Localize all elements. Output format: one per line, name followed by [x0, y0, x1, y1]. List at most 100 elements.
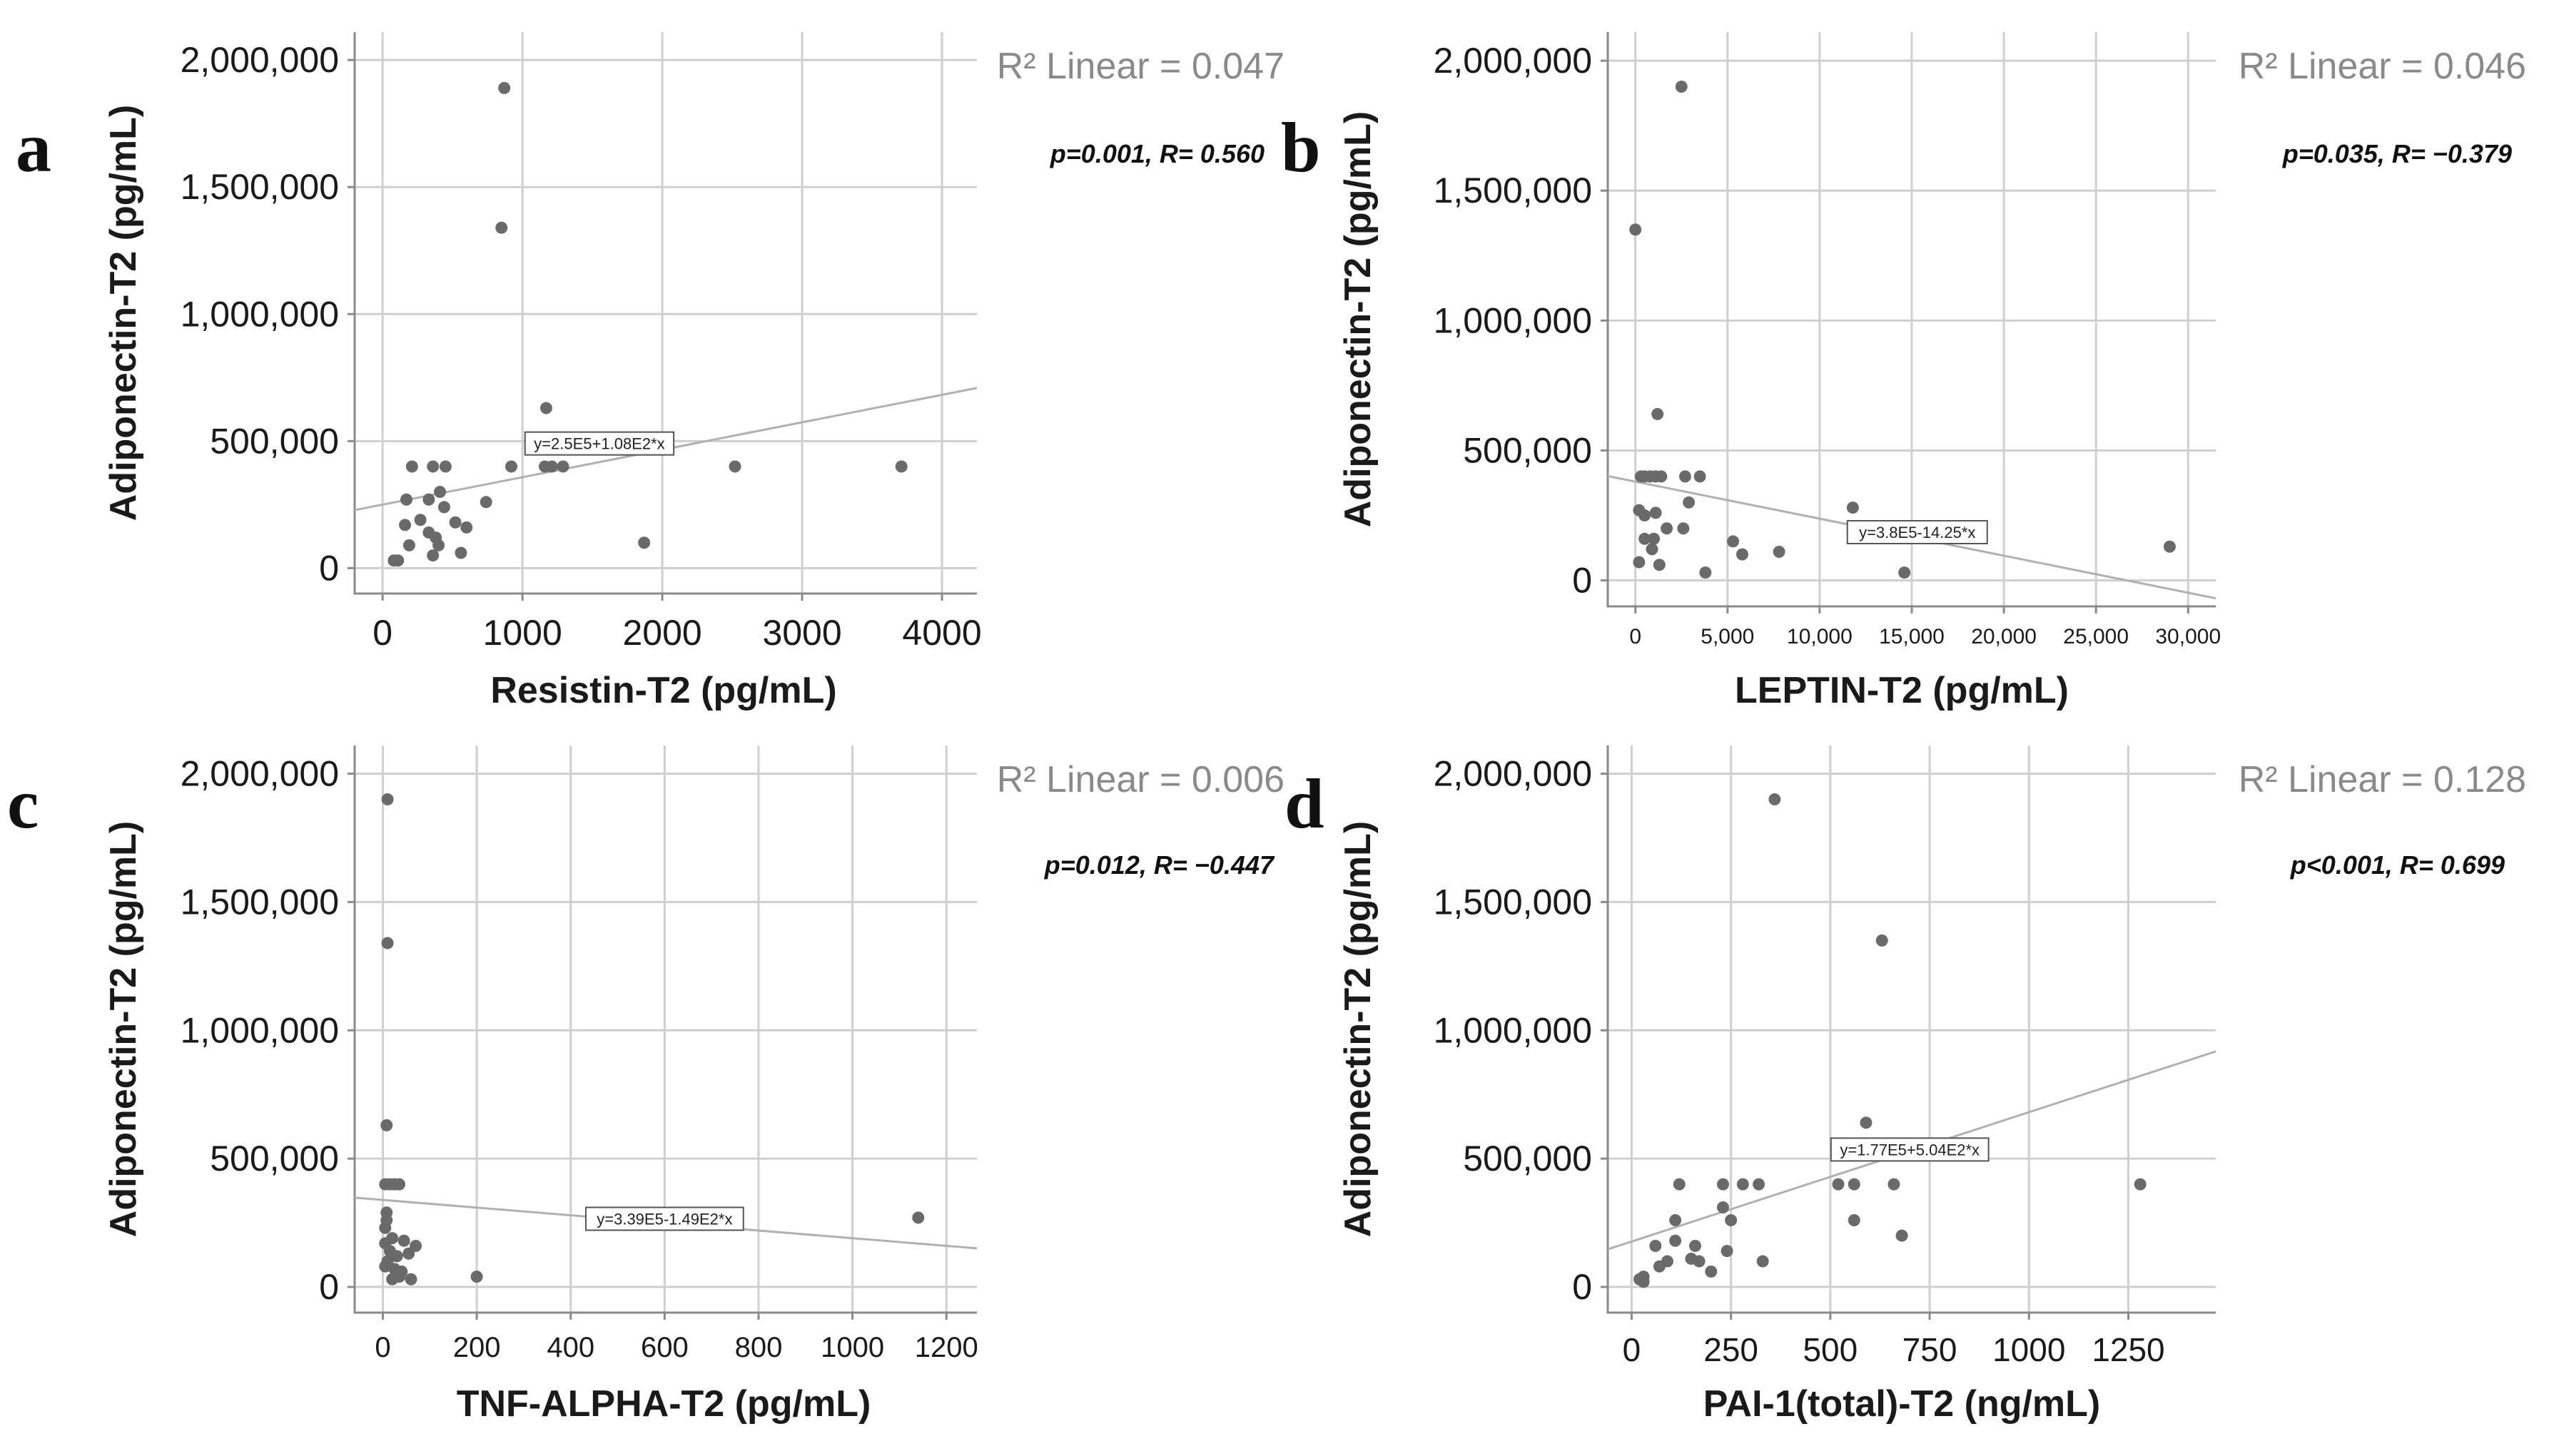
y-tick-label: 2,000,000	[1434, 41, 1592, 81]
data-point	[422, 493, 435, 506]
fit-equation-box	[584, 1206, 744, 1231]
data-point	[1848, 1213, 1860, 1226]
y-tick-label: 0	[1572, 1267, 1592, 1307]
x-tick-label: 1000	[483, 613, 562, 653]
panel-b: 0 5,000 10,000 15,000 20,000 25,000 30,000 0 500…	[1281, 32, 2526, 711]
x-tick-label: 0	[1623, 1331, 1641, 1368]
panel-d: 0 250 500 750 1000 1250 0 500,000 1,000,000 1,500…	[1284, 745, 2526, 1425]
data-point	[1895, 1229, 1908, 1242]
data-point	[495, 221, 508, 234]
axis-frame	[1606, 745, 2216, 1314]
data-point	[1677, 522, 1690, 535]
data-point	[449, 516, 462, 529]
panel-c: 0 200 400 600 800 1000 1200 0 500,000 1,000,000 1,…	[7, 745, 1284, 1425]
x-tick-label: 0	[1629, 625, 1641, 648]
y-tick-label: 1,500,000	[1434, 170, 1592, 210]
x-tick-label: 2000	[622, 613, 701, 653]
y-tick-label: 1,500,000	[181, 167, 339, 207]
y-tick-label: 0	[319, 548, 339, 588]
y-tick-label: 500,000	[1463, 1139, 1592, 1178]
x-tick-label: 0	[373, 613, 392, 653]
data-point	[1655, 470, 1668, 483]
data-point	[1638, 532, 1651, 545]
data-point	[432, 539, 445, 551]
data-point	[1887, 1178, 1900, 1191]
fit-equation-box	[524, 431, 675, 456]
data-point	[1651, 407, 1664, 420]
x-axis-title: PAI-1(total)-T2 (ng/mL)	[1703, 1383, 2101, 1425]
r-squared-label: R² Linear = 0.046	[2239, 46, 2526, 87]
x-tick-label: 4000	[902, 613, 981, 653]
data-point	[1629, 223, 1642, 236]
data-point	[1649, 1239, 1662, 1252]
y-tick-label: 0	[1572, 561, 1592, 601]
data-point	[460, 521, 473, 534]
y-tick-label: 500,000	[210, 1139, 339, 1178]
x-tick-label: 800	[735, 1332, 783, 1363]
data-point	[1735, 548, 1748, 561]
panel-a: 0 1000 2000 3000 4000 0 500,000 1,000,000 1,500,…	[16, 32, 1284, 711]
data-point	[427, 460, 440, 473]
data-point	[1689, 1239, 1702, 1252]
stat-label: p=0.035, R= −0.379	[2282, 139, 2512, 168]
y-tick-label: 2,000,000	[181, 40, 339, 80]
y-tick-label: 1,000,000	[181, 1010, 339, 1050]
data-point	[1753, 1178, 1765, 1191]
data-point	[1721, 1245, 1733, 1258]
data-point	[1727, 535, 1740, 548]
data-point	[1693, 470, 1706, 483]
y-axis-title: Adiponectin-T2 (pg/mL)	[103, 821, 144, 1237]
data-point	[1649, 506, 1662, 519]
y-tick-label: 500,000	[210, 421, 339, 461]
data-point	[1673, 1178, 1686, 1191]
y-tick-label: 1,500,000	[181, 882, 339, 922]
data-point	[505, 460, 517, 473]
data-point	[1683, 496, 1696, 509]
data-point	[392, 554, 405, 567]
x-tick-label: 1000	[1992, 1331, 2065, 1368]
data-point	[434, 486, 447, 499]
x-tick-label: 1250	[2092, 1331, 2164, 1368]
data-point	[912, 1211, 925, 1224]
data-point	[1898, 566, 1911, 579]
x-tick-label: 500	[1803, 1331, 1858, 1368]
data-point	[402, 1247, 415, 1260]
x-tick-label: 15,000	[1879, 625, 1945, 648]
data-point	[380, 1119, 393, 1131]
panel-letter: b	[1281, 108, 1321, 187]
data-point	[410, 1239, 422, 1252]
data-point	[1860, 1116, 1873, 1129]
x-tick-label: 1000	[821, 1332, 884, 1363]
data-point	[729, 460, 741, 473]
data-point	[439, 460, 452, 473]
panel-letter: c	[7, 764, 39, 843]
data-point	[1653, 1260, 1666, 1273]
data-point	[379, 1221, 392, 1234]
fit-equation-box	[1830, 1137, 1990, 1162]
x-tick-label: 200	[453, 1332, 501, 1363]
data-point	[405, 1273, 417, 1286]
x-tick-label: 400	[547, 1332, 594, 1363]
x-tick-label: 5,000	[1701, 625, 1754, 648]
data-point	[402, 539, 415, 551]
data-point	[399, 519, 412, 531]
stat-label: p<0.001, R= 0.699	[2290, 850, 2505, 880]
y-tick-label: 2,000,000	[181, 754, 339, 794]
r-squared-label: R² Linear = 0.006	[997, 759, 1284, 800]
y-tick-label: 500,000	[1463, 430, 1592, 470]
x-tick-label: 600	[641, 1332, 689, 1363]
data-point	[381, 793, 394, 806]
y-tick-label: 1,000,000	[1434, 1010, 1592, 1050]
data-point	[1716, 1178, 1729, 1191]
data-point	[1669, 1234, 1682, 1247]
y-tick-label: 1,500,000	[1434, 882, 1592, 922]
data-point	[1648, 532, 1661, 545]
r-squared-label: R² Linear = 0.128	[2239, 759, 2526, 800]
stat-label: p=0.001, R= 0.560	[1050, 139, 1265, 168]
r-squared-label: R² Linear = 0.047	[997, 46, 1284, 87]
y-tick-label: 0	[319, 1267, 339, 1307]
data-point	[1678, 470, 1691, 483]
data-point	[1716, 1201, 1729, 1214]
data-point	[405, 460, 418, 473]
data-point	[480, 496, 492, 509]
